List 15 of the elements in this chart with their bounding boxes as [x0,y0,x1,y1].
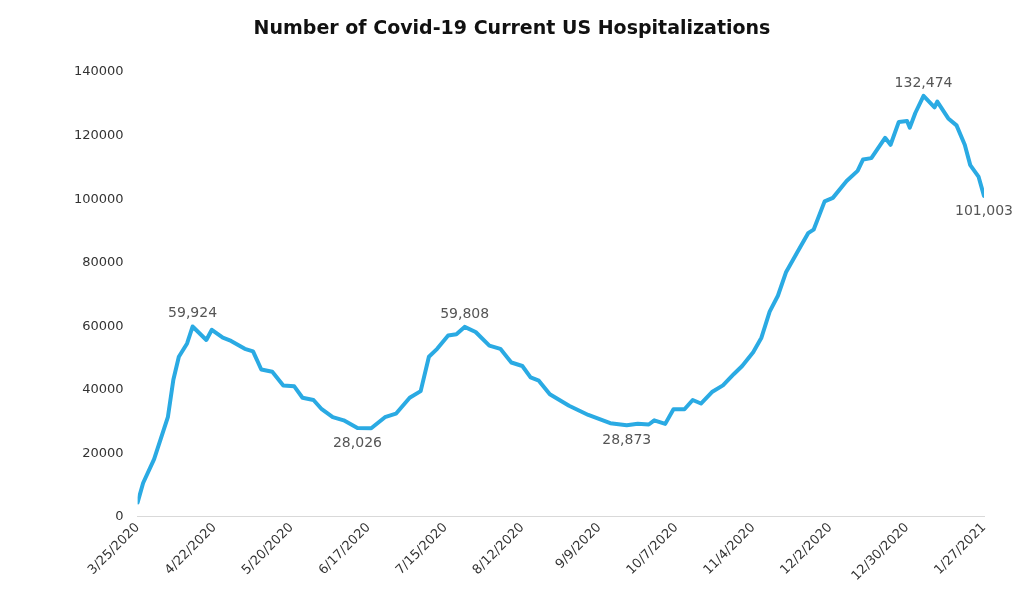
chart-title: Number of Covid-19 Current US Hospitalizations [252,16,772,40]
y-tick-label: 140000 [73,63,124,79]
y-tick-label: 100000 [73,190,124,206]
annotation: 28,026 [332,433,383,450]
annotation: 59,924 [168,304,218,321]
y-tick-label: 20000 [82,444,124,460]
annotation: 101,003 [955,201,1013,218]
annotation: 28,873 [602,430,652,447]
y-tick-label: 80000 [82,254,124,270]
annotation: 59,808 [440,304,490,321]
annotation: 132,474 [894,73,953,90]
y-tick-label: 60000 [82,317,124,333]
y-tick-label: 0 [115,508,124,524]
y-tick-label: 40000 [82,381,124,397]
y-tick-label: 120000 [73,126,124,142]
